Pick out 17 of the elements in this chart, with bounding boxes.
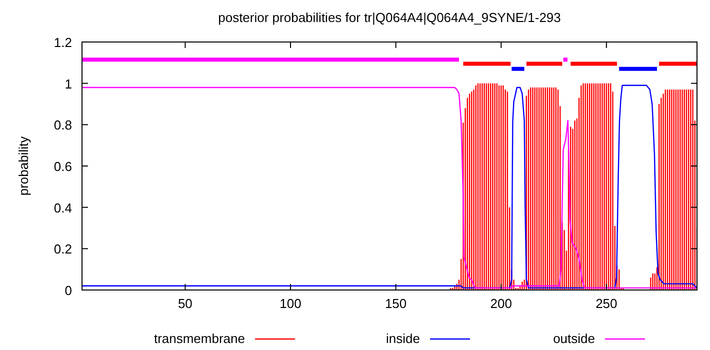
y-tick-label: 0.6: [54, 159, 72, 174]
y-tick-label: 0: [64, 283, 72, 298]
y-tick-label: 1.2: [54, 35, 72, 50]
y-tick-label: 0.4: [54, 200, 72, 216]
x-tick-label: 250: [596, 296, 618, 311]
x-tick-label: 100: [280, 296, 302, 311]
legend-label: transmembrane: [154, 331, 245, 346]
x-tick-label: 150: [384, 296, 407, 311]
y-tick-label: 1: [64, 76, 72, 92]
y-tick-label: 0.2: [54, 242, 72, 257]
chart-title: posterior probabilities for tr|Q064A4|Q064A4_9SYNE/1-293: [218, 10, 561, 25]
y-axis-title: probability: [16, 136, 31, 196]
y-tick-label: 0.8: [54, 118, 72, 133]
x-tick-label: 50: [178, 296, 192, 311]
legend-label: inside: [386, 331, 420, 346]
x-tick-label: 200: [490, 296, 512, 311]
legend-label: outside: [553, 331, 595, 346]
